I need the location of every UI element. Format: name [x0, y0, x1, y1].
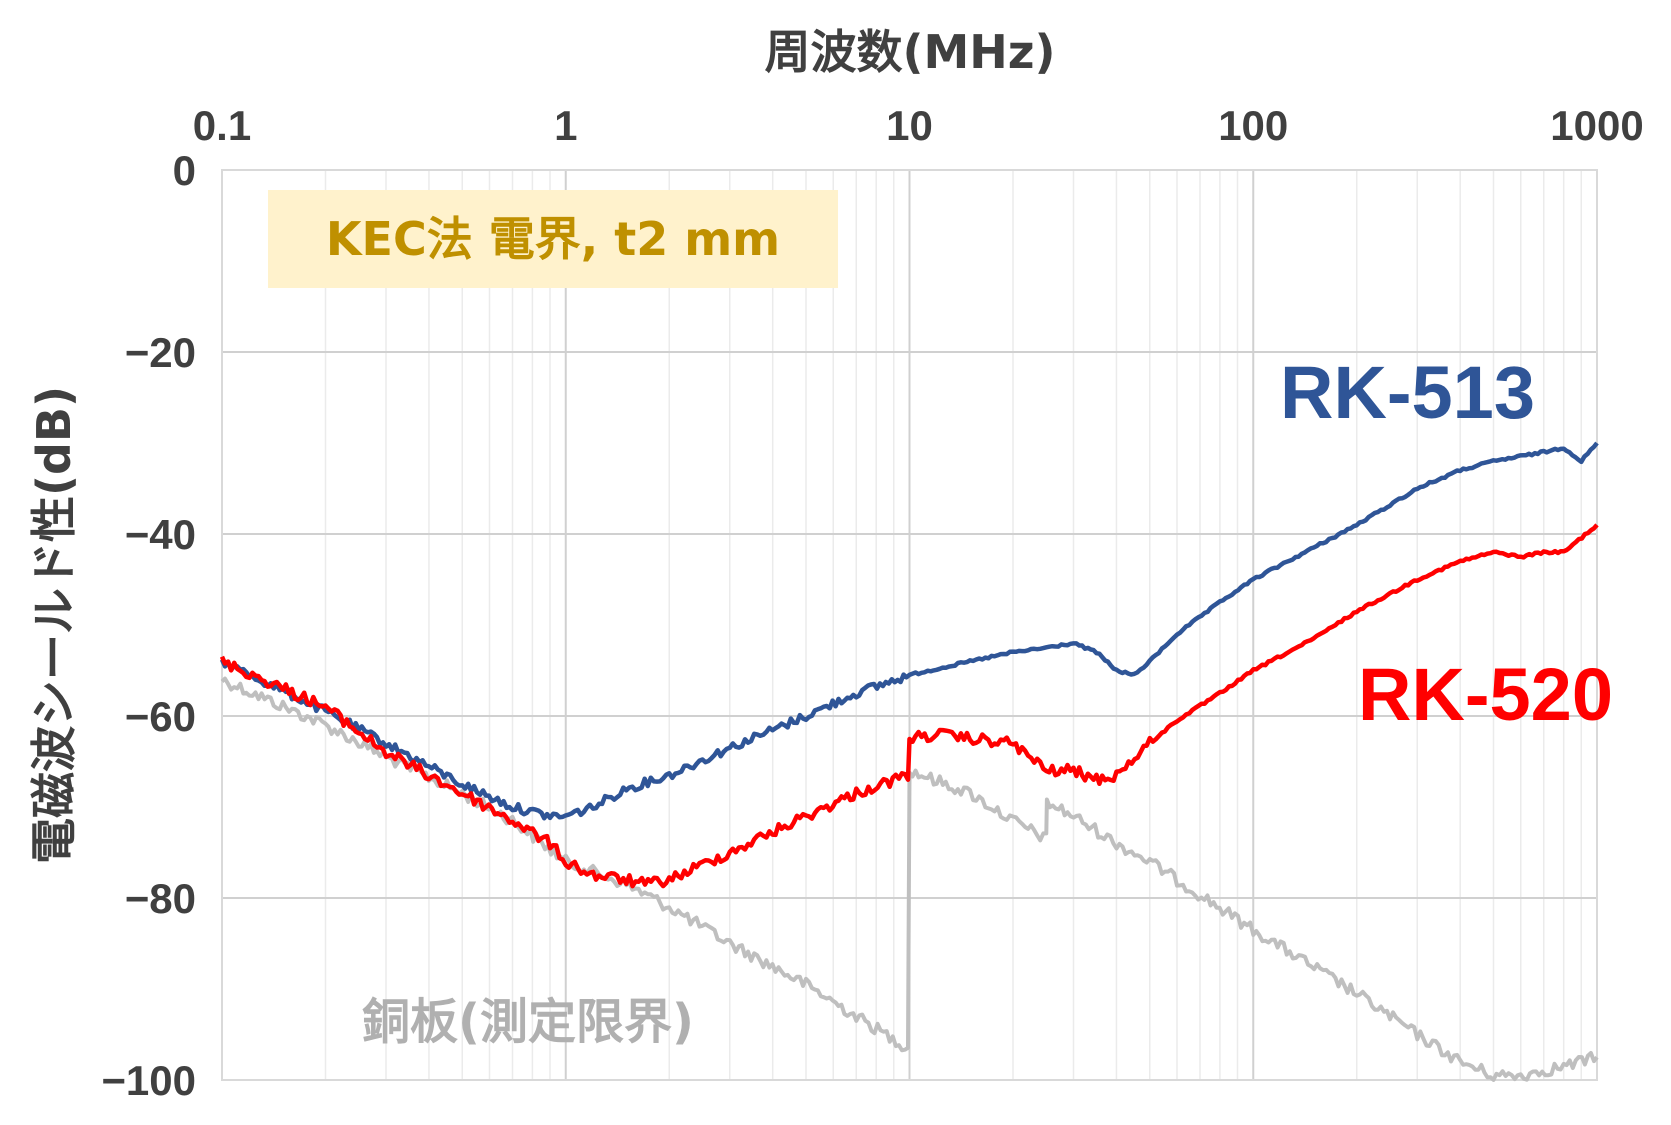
plot-frame [221, 169, 1598, 1081]
y-tick-label: −60 [125, 693, 196, 740]
grid [222, 170, 1597, 1080]
x-tick-label: 0.1 [193, 102, 251, 149]
series-label-rk513: RK-513 [1280, 351, 1535, 434]
x-tick-label: 1 [554, 102, 577, 149]
x-tick-label: 1000 [1550, 102, 1643, 149]
series-line-rk520 [219, 523, 1599, 889]
series-line-rk513 [219, 441, 1599, 821]
series-label-copper: 銅板(測定限界) [362, 994, 694, 1050]
x-tick-label: 10 [886, 102, 933, 149]
y-tick-label: 0 [173, 147, 196, 194]
x-tick-labels: 0.1 1 10 100 1000 [193, 102, 1644, 149]
y-tick-labels: 0 −20 −40 −60 −80 −100 [101, 147, 196, 1104]
y-tick-label: −100 [101, 1057, 196, 1104]
annotation-badge: KEC法 電界, t2 mm [268, 190, 838, 288]
y-tick-label: −80 [125, 875, 196, 922]
series-label-rk520: RK-520 [1358, 653, 1613, 736]
y-tick-label: −40 [125, 511, 196, 558]
annotation-badge-text: KEC法 電界, t2 mm [326, 212, 780, 266]
y-axis-title: 電磁波シールド性(dB) [27, 386, 81, 864]
annotation-badge-bg [268, 190, 838, 288]
series-layer [219, 441, 1599, 1082]
y-tick-label: −20 [125, 329, 196, 376]
x-axis-title: 周波数(MHz) [764, 25, 1055, 79]
x-tick-label: 100 [1218, 102, 1288, 149]
